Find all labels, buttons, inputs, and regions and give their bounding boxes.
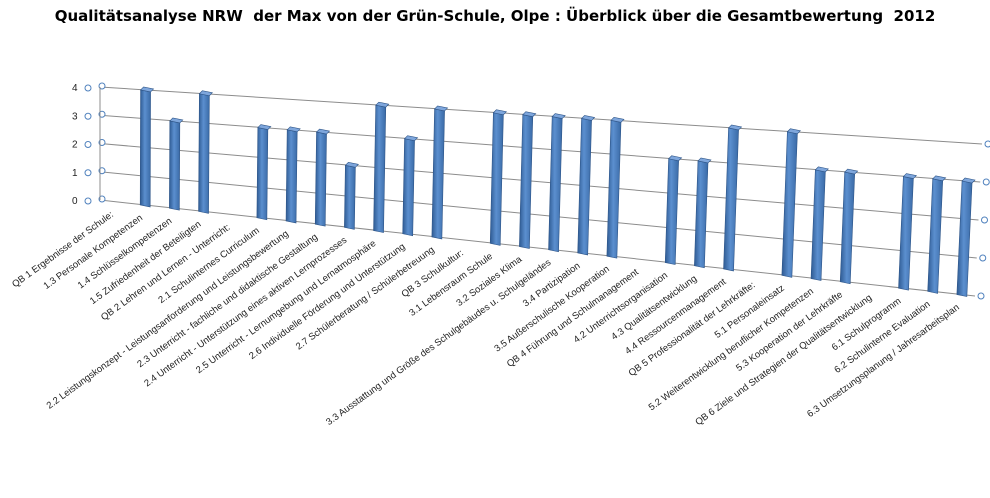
y-tick-label: 1: [72, 168, 78, 179]
gridline-handle: [982, 178, 990, 186]
bar: [314, 128, 331, 227]
bar: [548, 113, 566, 253]
bar: [723, 124, 743, 272]
bar: [956, 177, 976, 297]
y-tick-label: 3: [72, 111, 78, 122]
bar: [489, 109, 507, 246]
gridline: [99, 143, 979, 221]
bar: [927, 175, 947, 294]
bar: [402, 135, 419, 237]
gridline-handle: [84, 141, 92, 148]
bar: [694, 157, 712, 269]
gridline-handle: [84, 169, 92, 177]
bar: [839, 168, 859, 285]
bar: [344, 161, 359, 230]
bar: [810, 166, 829, 281]
chart-title: Qualitätsanalyse NRW der Max von der Grü…: [54, 7, 936, 25]
bar: [139, 86, 155, 208]
bar: [781, 128, 801, 278]
gridline-handle: [84, 197, 92, 205]
bar: [198, 90, 213, 214]
gridlines: [84, 82, 990, 300]
bar: [256, 124, 272, 221]
gridline-handle: [977, 292, 985, 300]
bar: [373, 101, 390, 233]
bar: [431, 105, 449, 240]
gridline-handle: [981, 216, 988, 224]
bars: [139, 86, 976, 297]
y-tick-label: 0: [72, 196, 78, 207]
bar: [606, 117, 625, 259]
y-tick-label: 2: [72, 140, 78, 151]
bar: [285, 126, 301, 224]
gridline-handle: [84, 84, 92, 92]
bar: [577, 115, 596, 256]
y-tick-label: 4: [72, 83, 78, 94]
y-axis-ticks: 0 1 2 3 4: [72, 83, 78, 207]
gridline-handle: [984, 140, 990, 148]
bar: [664, 155, 683, 265]
gridline-handle: [84, 112, 92, 120]
gridline: [99, 171, 977, 259]
bar: [898, 173, 917, 291]
gridline: [99, 86, 983, 145]
bar: [169, 117, 184, 211]
bar: [519, 111, 537, 249]
gridline: [99, 114, 981, 183]
gridline: [99, 199, 976, 297]
gridline-handle: [979, 254, 987, 262]
